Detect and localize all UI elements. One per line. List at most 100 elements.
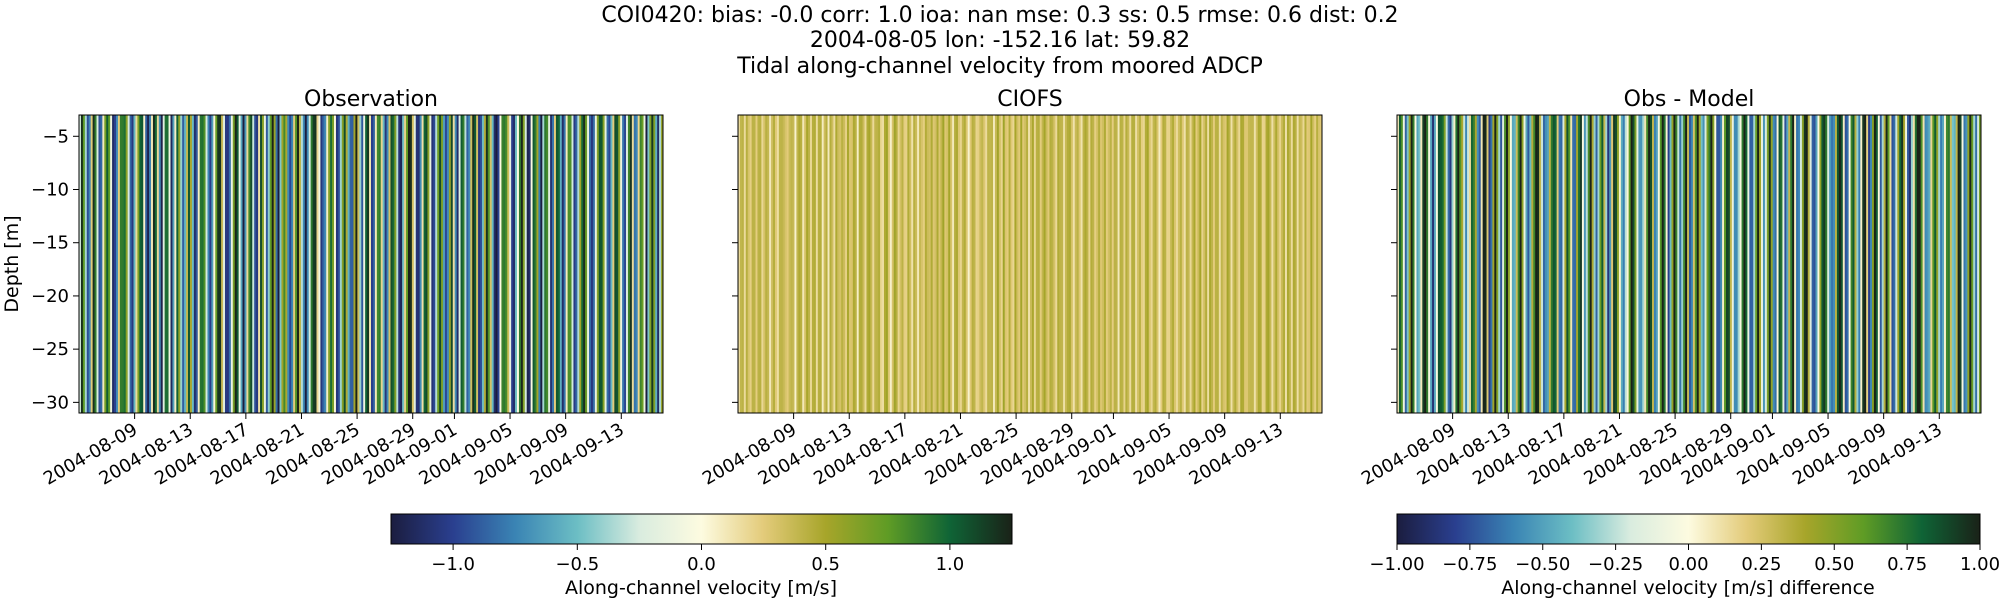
heatmap-column	[197, 115, 201, 413]
heatmap-column	[1082, 115, 1085, 413]
heatmap-column	[188, 115, 191, 413]
heatmap-column	[856, 115, 860, 413]
heatmap-column	[476, 115, 479, 413]
heatmap-column	[1844, 115, 1848, 413]
heatmap-column	[359, 115, 362, 413]
heatmap-column	[858, 115, 862, 413]
heatmap-column	[1677, 115, 1680, 413]
heatmap-column	[1028, 115, 1031, 413]
heatmap-column	[1807, 115, 1811, 413]
heatmap-column	[645, 115, 648, 413]
heatmap-column	[1669, 115, 1672, 413]
heatmap-column	[481, 115, 485, 413]
axes-frame-obs-minus-model	[1396, 114, 1982, 414]
heatmap-column	[1426, 115, 1429, 413]
heatmap-column	[495, 115, 498, 413]
heatmap-column	[555, 115, 559, 413]
heatmap-column	[277, 115, 280, 413]
colorbar-tick-label: 1.0	[936, 554, 965, 575]
heatmap-column	[876, 115, 879, 413]
heatmap-column	[244, 115, 247, 413]
heatmap-column	[825, 115, 828, 413]
heatmap-column	[1576, 115, 1579, 413]
heatmap-column	[215, 115, 218, 413]
y-ticks-obs-minus-model	[1391, 135, 1397, 403]
heatmap-column	[1792, 115, 1795, 413]
heatmap-column	[1618, 115, 1622, 413]
heatmap-column	[1418, 115, 1421, 413]
heatmap-column	[1922, 115, 1925, 413]
heatmap-column	[79, 115, 82, 413]
heatmap-column	[499, 115, 502, 413]
heatmap-column	[382, 115, 386, 413]
heatmap-column	[1406, 115, 1410, 413]
heatmap-column	[889, 115, 893, 413]
heatmap-column	[1846, 115, 1850, 413]
heatmap-column	[1716, 115, 1719, 413]
heatmap-column	[1197, 115, 1200, 413]
heatmap-column	[1414, 115, 1417, 413]
heatmap-column	[1593, 115, 1596, 413]
heatmap-column	[1441, 115, 1445, 413]
heatmap-column	[864, 115, 867, 413]
heatmap-column	[211, 115, 214, 413]
heatmap-column	[1971, 115, 1974, 413]
heatmap-column	[127, 115, 131, 413]
heatmap-column	[1710, 115, 1713, 413]
heatmap-column	[848, 115, 852, 413]
heatmap-column	[932, 115, 936, 413]
heatmap-column	[778, 115, 782, 413]
heatmap-column	[1154, 115, 1157, 413]
heatmap-column	[553, 115, 557, 413]
heatmap-column	[252, 115, 255, 413]
heatmap-column	[1768, 115, 1772, 413]
heatmap-column	[1443, 115, 1447, 413]
heatmap-column	[1469, 115, 1472, 413]
heatmap-column	[446, 115, 450, 413]
heatmap-column	[850, 115, 854, 413]
heatmap-column	[635, 115, 639, 413]
heatmap-column	[765, 115, 768, 413]
heatmap-column	[217, 115, 220, 413]
heatmap-column	[1016, 115, 1019, 413]
heatmap-column	[1474, 115, 1478, 413]
heatmap-column	[139, 115, 142, 413]
heatmap-column	[1905, 115, 1908, 413]
heatmap-column	[1051, 115, 1054, 413]
heatmap-column	[860, 115, 863, 413]
heatmap-column	[466, 115, 469, 413]
heatmap-column	[460, 115, 463, 413]
heatmap-column	[1437, 115, 1441, 413]
heatmap-column	[626, 115, 629, 413]
heatmap-column	[1661, 115, 1665, 413]
colorbar-tick-label: −0.50	[1515, 554, 1570, 575]
heatmap-column	[899, 115, 902, 413]
heatmap-column	[125, 115, 129, 413]
heatmap-column	[1523, 115, 1526, 413]
heatmap-column	[367, 115, 370, 413]
heatmap-column	[1692, 115, 1696, 413]
heatmap-column	[905, 115, 908, 413]
heatmap-column	[474, 115, 477, 413]
heatmap-column	[583, 115, 586, 413]
heatmap-column	[653, 115, 656, 413]
heatmap-column	[1683, 115, 1686, 413]
heatmap-column	[989, 115, 992, 413]
heatmap-column	[464, 115, 467, 413]
heatmap-column	[1193, 115, 1196, 413]
heatmap-column	[1137, 115, 1140, 413]
heatmap-column	[657, 115, 660, 413]
heatmap-column	[1439, 115, 1443, 413]
heatmap-column	[1445, 115, 1449, 413]
heatmap-column	[289, 115, 292, 413]
heatmap-column	[478, 115, 481, 413]
heatmap-column	[979, 115, 982, 413]
heatmap-column	[773, 115, 776, 413]
heatmap-column	[271, 115, 275, 413]
heatmap-column	[1581, 115, 1585, 413]
heatmap-column	[345, 115, 349, 413]
heatmap-column	[633, 115, 637, 413]
heatmap-column	[1109, 115, 1113, 413]
heatmap-column	[872, 115, 875, 413]
heatmap-column	[907, 115, 910, 413]
